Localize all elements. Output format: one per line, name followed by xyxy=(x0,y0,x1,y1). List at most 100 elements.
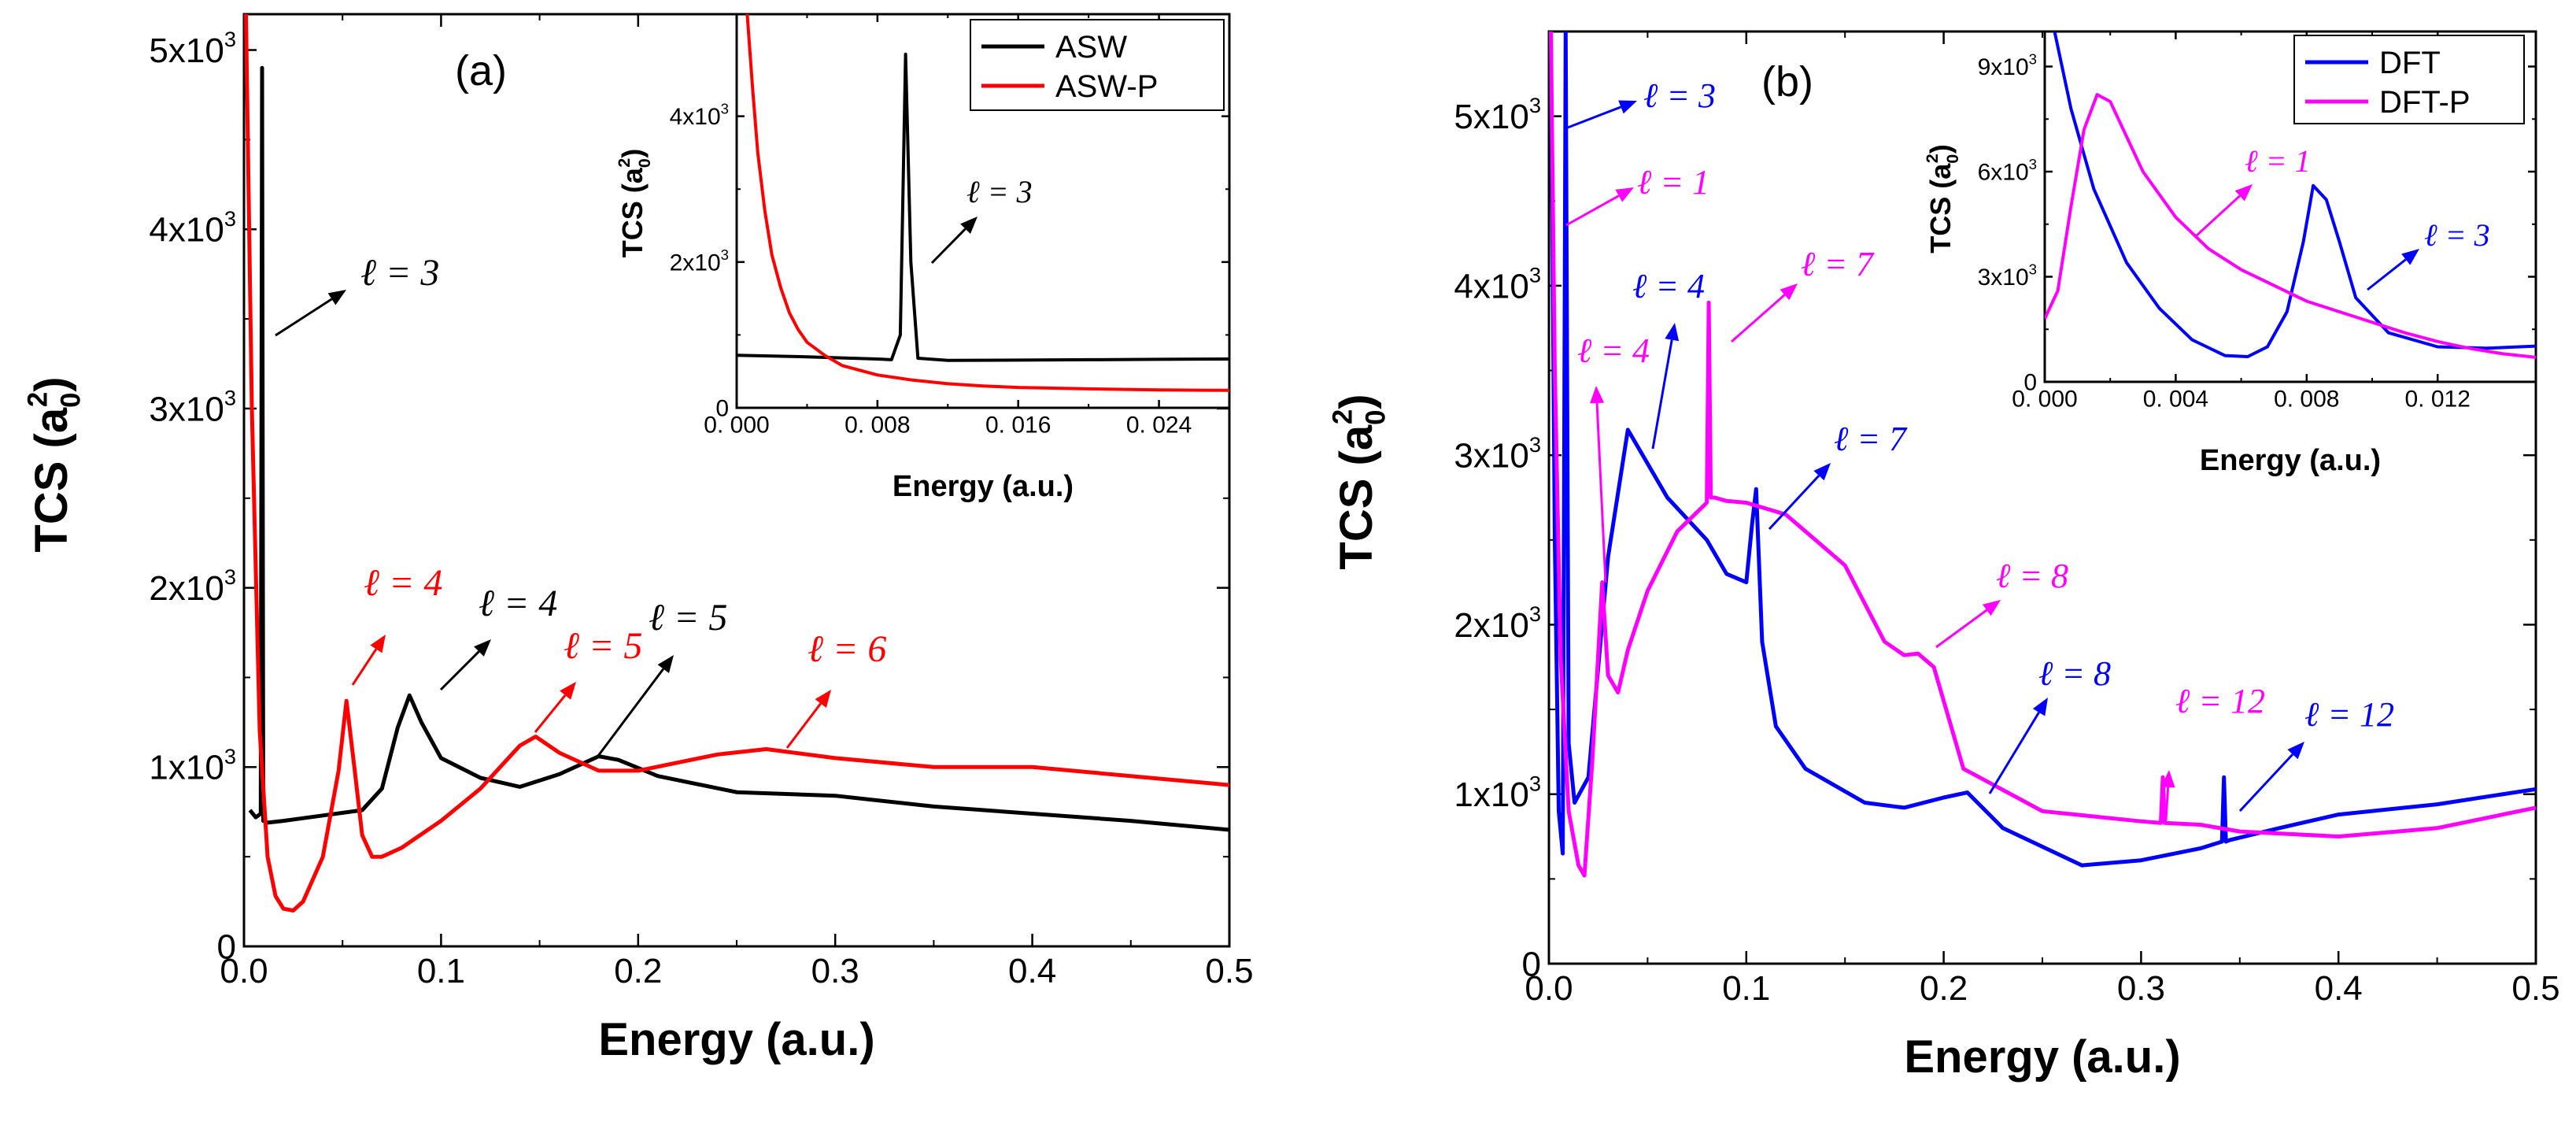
inset-ytick-exp: 3 xyxy=(2029,156,2037,172)
inset-xtick-label: 0. 012 xyxy=(2404,387,2470,413)
panel-a: 0.0 0.1 0.2 0.3 0.4 0.501x1032x1033x1034x1035… xyxy=(22,13,1254,1065)
inset-ytick-base: 4x10 xyxy=(670,104,721,130)
inset-ytick-label: 9x103 xyxy=(1978,51,2037,81)
main-xtick-label: 0.3 xyxy=(2117,969,2165,1008)
main-xtick-label: 0.2 xyxy=(614,952,662,990)
main-ytick-label: 2x103 xyxy=(1454,602,1541,645)
annotation-label: ℓ = 3 xyxy=(360,252,439,294)
main-ytick-label: 3x103 xyxy=(1454,432,1541,476)
main-xtick-label: 0.4 xyxy=(2315,969,2363,1008)
inset-ytick-label: 6x103 xyxy=(1978,156,2037,186)
inset-annotation-arrow-line xyxy=(2367,258,2407,291)
annotation-arrow-head xyxy=(1590,386,1605,404)
inset-xtick-label: 0. 000 xyxy=(2012,387,2077,413)
inset-xtick-label: 0. 004 xyxy=(2143,387,2208,413)
annotation-arrow-line xyxy=(2164,787,2170,821)
inset-xtick-label: 0. 016 xyxy=(985,413,1051,439)
main-ytick-base: 3x10 xyxy=(1454,437,1528,476)
annotation-arrow-line xyxy=(1768,475,1820,531)
annotation-arrow-head xyxy=(815,690,831,708)
inset-x-axis-title: Energy (a.u.) xyxy=(893,470,1074,503)
inset-ytick-exp: 3 xyxy=(2029,261,2037,278)
annotation-arrow-head xyxy=(2160,770,2175,788)
annotation-arrow-line xyxy=(439,650,480,691)
main-ytick-exp: 3 xyxy=(1529,771,1541,795)
main-xtick-label: 0.1 xyxy=(1722,969,1770,1008)
annotation-label: ℓ = 4 xyxy=(1632,267,1705,305)
annotation-arrow-head xyxy=(2287,742,2304,760)
inset-xtick-label: 0. 024 xyxy=(1126,413,1192,439)
inset-y-axis-title-sub: 0 xyxy=(1942,154,1962,164)
annotation-arrow-head xyxy=(1780,283,1798,301)
inset-y-axis-title-main: TCS (a xyxy=(616,167,649,257)
main-xtick-label: 0.0 xyxy=(1525,969,1573,1008)
annotation-label: ℓ = 4 xyxy=(364,562,442,604)
inset-xtick-label: 0. 008 xyxy=(2274,387,2339,413)
annotation-arrow-head xyxy=(1615,187,1634,202)
annotation-label: ℓ = 3 xyxy=(1643,76,1716,115)
main-ytick-label: 5x103 xyxy=(149,27,236,70)
annotation-label: ℓ = 4 xyxy=(1577,331,1650,370)
main-ytick-base: 3x10 xyxy=(149,390,224,428)
annotation-arrow-head xyxy=(327,290,346,305)
annotation-arrow-head xyxy=(2032,698,2048,716)
annotation-arrow-line xyxy=(1731,294,1786,343)
y-axis-title-main: TCS (a xyxy=(26,407,77,552)
legend-label: ASW-P xyxy=(1055,69,1158,104)
annotation-label: ℓ = 1 xyxy=(1637,163,1709,202)
main-xtick-label: 0.4 xyxy=(1008,952,1056,990)
annotation-label: ℓ = 8 xyxy=(1996,557,2068,595)
panel-label: (b) xyxy=(1761,58,1813,105)
inset-y-axis-title: TCS (a02) xyxy=(614,149,654,258)
inset-ytick-exp: 3 xyxy=(721,101,729,117)
annotation-arrow-head xyxy=(1813,463,1831,481)
inset-ytick-base: 9x10 xyxy=(1978,54,2029,80)
legend-box xyxy=(2293,35,2525,124)
legend-label: DFT xyxy=(2379,46,2441,80)
inset-1-series-dft xyxy=(2053,31,2536,358)
panel-b: 0.0 0.1 0.2 0.3 0.4 0.501x1032x1033x1034x1035… xyxy=(1327,30,2560,1083)
main-ytick-label: 1x103 xyxy=(1454,771,1541,814)
inset-annotation-arrow-head xyxy=(960,217,978,234)
annotation-label: ℓ = 7 xyxy=(1834,420,1908,458)
legend-label: ASW xyxy=(1055,30,1127,65)
annotation-arrow-head xyxy=(1982,600,2001,616)
inset-y-axis-title-sub: 0 xyxy=(634,158,654,168)
inset-annotation-arrow-head xyxy=(2401,249,2419,265)
main-ytick-exp: 3 xyxy=(1529,93,1541,117)
annotation-arrow-line xyxy=(1988,712,2040,794)
main-ytick-exp: 3 xyxy=(224,744,236,768)
annotation-label: ℓ = 12 xyxy=(2175,682,2265,720)
annotation-arrow-line xyxy=(785,702,822,749)
main-ytick-label: 0 xyxy=(217,927,236,966)
main-ytick-base: 5x10 xyxy=(1454,98,1528,136)
inset-y-axis-title-main: TCS (a xyxy=(1924,163,1957,254)
y-axis-title-sub: 0 xyxy=(1360,410,1391,425)
inset-ytick-base: 0 xyxy=(715,396,729,422)
inset-ytick-label: 0 xyxy=(2023,370,2037,396)
inset-y-axis-title-tail: ) xyxy=(616,149,649,158)
inset-annotation-label: ℓ = 1 xyxy=(2245,143,2311,179)
inset-ytick-label: 2x103 xyxy=(670,246,729,276)
annotation-arrow-head xyxy=(370,635,386,653)
y-axis-title: TCS (a02) xyxy=(22,376,86,552)
inset-ytick-exp: 3 xyxy=(2029,51,2037,68)
main-ytick-base: 1x10 xyxy=(1454,775,1528,814)
inset-ytick-exp: 3 xyxy=(721,246,729,263)
main-0-series-asw-p xyxy=(244,14,1229,912)
inset-xtick-label: 0. 000 xyxy=(704,413,769,439)
annotation-arrow-line xyxy=(597,668,664,757)
annotation-arrow-line xyxy=(534,694,567,733)
inset-0-series-asw xyxy=(737,52,1229,362)
annotation-arrow-head xyxy=(1618,100,1637,114)
main-ytick-exp: 3 xyxy=(1529,602,1541,626)
panel-label: (a) xyxy=(455,47,507,94)
main-ytick-label: 4x103 xyxy=(1454,263,1541,306)
annotation-arrow-line xyxy=(1651,339,1673,450)
inset-ytick-base: 3x10 xyxy=(1978,265,2029,291)
annotation-arrow-head xyxy=(474,639,491,657)
x-axis-title: Energy (a.u.) xyxy=(1904,1031,2180,1083)
main-ytick-exp: 3 xyxy=(224,206,236,231)
inset-annotation-arrow-line xyxy=(930,228,966,265)
